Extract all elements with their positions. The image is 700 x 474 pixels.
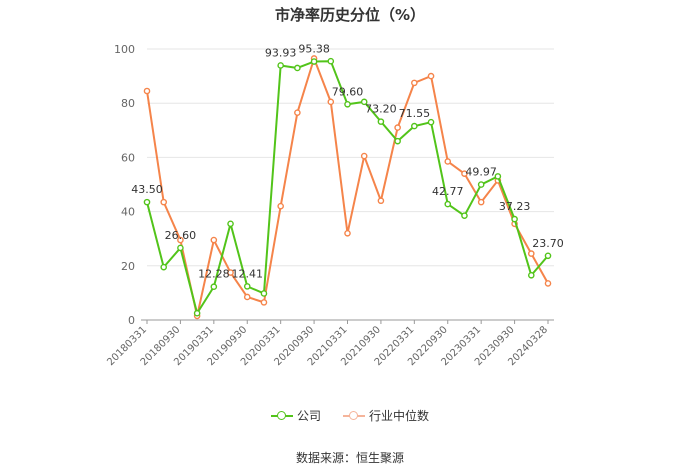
company-point	[160, 263, 168, 271]
company-point	[461, 212, 468, 219]
legend-label: 行业中位数	[369, 409, 430, 423]
chart-title: 市净率历史分位（%）	[274, 6, 426, 24]
data-label: 93.93	[265, 46, 297, 59]
industry-median-point	[544, 280, 552, 287]
y-tick-label: 100	[114, 43, 135, 56]
industry-median-point	[260, 299, 268, 306]
industry-median-point	[227, 269, 234, 276]
legend-swatch-icon	[270, 410, 293, 421]
industry-median-point	[427, 72, 435, 80]
data-label: 12.28	[198, 268, 230, 281]
data-label: 37.23	[499, 200, 531, 213]
data-labels: 43.50 26.60 12.28 12.41 93.93 95.38 79.6073.20…	[131, 43, 564, 281]
data-label: 23.70	[532, 237, 564, 250]
data-label: 26.60	[165, 229, 197, 242]
industry-median-point	[243, 293, 251, 301]
industry-median-point	[394, 124, 401, 131]
legend-swatch-icon	[343, 410, 365, 421]
legend-item-industry-median[interactable]: 行业中位数	[343, 407, 429, 424]
company-point	[210, 283, 218, 291]
company-point	[260, 290, 268, 297]
data-label: 71.55	[399, 107, 431, 120]
company-point	[310, 58, 318, 65]
company-point	[193, 309, 201, 317]
company-point	[494, 173, 502, 180]
legend-label: 公司	[296, 409, 321, 423]
company-point	[143, 198, 151, 206]
industry-median-point	[344, 229, 351, 237]
industry-median-point	[210, 236, 218, 244]
data-label: 42.77	[432, 185, 464, 198]
y-tick-label: 60	[121, 151, 135, 164]
industry-median-point	[294, 109, 301, 116]
industry-median-point	[527, 250, 535, 257]
company-point	[294, 64, 301, 72]
industry-median-point	[377, 197, 385, 205]
industry-median-point	[327, 98, 335, 106]
industry-median-point	[461, 170, 468, 177]
legend: 公司 行业中位数	[0, 407, 700, 424]
legend-item-company[interactable]: 公司	[270, 407, 321, 424]
company-point	[377, 118, 385, 125]
industry-median-point	[360, 152, 368, 160]
data-label: 73.20	[365, 103, 397, 116]
y-tick-label: 20	[121, 260, 135, 273]
company-point	[327, 57, 335, 65]
company-point	[394, 137, 401, 145]
company-point	[177, 244, 184, 252]
data-label: 49.97	[465, 166, 497, 179]
data-source: 数据来源：恒生聚源	[295, 451, 404, 465]
company-point	[427, 118, 435, 126]
data-label: 12.41	[232, 267, 264, 280]
industry-median-point	[177, 236, 184, 244]
data-label: 43.50	[131, 183, 163, 196]
company-point	[344, 100, 351, 108]
company-point	[527, 271, 535, 279]
industry-median-point	[143, 87, 151, 95]
company-point	[411, 122, 418, 130]
company-point	[477, 181, 485, 188]
company-point	[511, 215, 518, 223]
industry-median-point	[444, 158, 452, 165]
industry-median-point	[277, 202, 284, 210]
industry-median-point	[160, 198, 168, 206]
data-label: 79.60	[332, 85, 364, 98]
company-point	[277, 62, 284, 69]
data-label: 95.38	[298, 43, 330, 56]
industry-median-point	[477, 198, 485, 206]
series-lines	[143, 55, 552, 320]
y-tick-label: 80	[121, 97, 135, 110]
company-point	[243, 283, 251, 290]
axes: 0204060801002018033120180930201903312019…	[105, 43, 554, 368]
y-tick-label: 0	[128, 314, 135, 327]
y-tick-label: 40	[121, 206, 135, 219]
company-point	[360, 98, 368, 106]
industry-median-point	[411, 79, 418, 87]
company-point	[544, 252, 552, 260]
company-point	[444, 200, 452, 208]
company-point	[227, 220, 234, 228]
